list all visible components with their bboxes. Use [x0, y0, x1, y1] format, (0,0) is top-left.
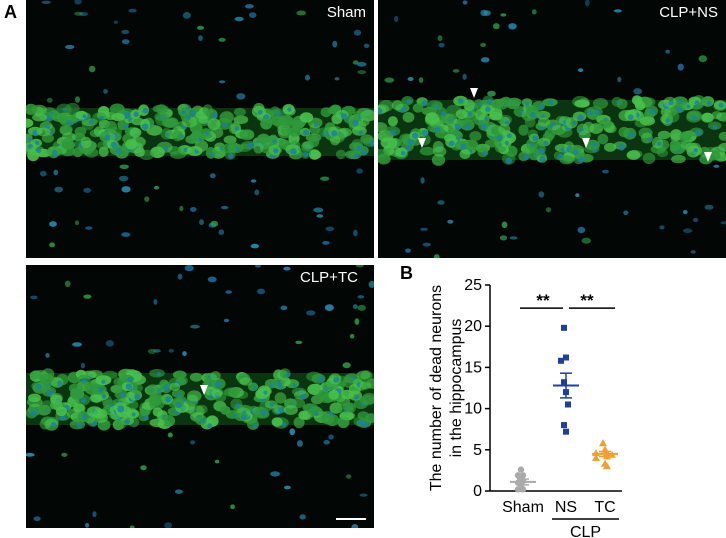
data-point-ns — [565, 401, 571, 408]
micrograph-label: CLP+TC — [300, 269, 358, 286]
y-axis-label: in the hippocampus — [448, 319, 465, 458]
micrograph-texture — [26, 0, 374, 258]
micrograph-label: Sham — [326, 4, 366, 21]
data-point-sham — [517, 466, 525, 473]
x-tick-label: Sham — [502, 499, 544, 516]
significance-label: ** — [536, 291, 550, 310]
panel-b-letter: B — [400, 263, 413, 283]
y-axis-label: The number of dead neurons — [428, 285, 445, 491]
data-point-sham — [519, 486, 527, 493]
data-point-ns — [561, 422, 567, 429]
group-label: CLP — [570, 524, 601, 538]
y-tick-label: 10 — [464, 401, 482, 418]
micrograph-texture — [26, 265, 374, 528]
data-point-sham — [514, 486, 522, 493]
arrowhead-marker — [418, 138, 426, 148]
data-point-tc — [592, 454, 600, 462]
data-point-ns — [561, 324, 567, 331]
y-tick-label: 0 — [473, 483, 482, 500]
data-point-ns — [558, 357, 564, 364]
micrograph-label: CLP+NS — [659, 4, 718, 21]
y-tick-label: 15 — [464, 359, 482, 376]
dead-neurons-chart: 0 5 10 15 20 25 The number of dead neurons in t… — [428, 277, 622, 538]
y-tick-label: 20 — [464, 318, 482, 335]
micrograph-clp-tc: CLP+TC — [26, 265, 374, 528]
micrograph-clp-ns: CLP+NS — [378, 0, 726, 258]
y-tick-label: 5 — [473, 442, 482, 459]
panel-a-letter: A — [4, 2, 17, 22]
data-point-ns — [563, 428, 569, 435]
data-point-ns — [561, 379, 567, 386]
data-point-tc — [599, 439, 607, 447]
significance-label: ** — [580, 291, 594, 310]
x-tick-label: NS — [555, 499, 577, 516]
arrowhead-marker — [200, 385, 208, 395]
x-tick-label: TC — [594, 499, 615, 516]
arrowhead-marker — [470, 88, 478, 98]
arrowhead-marker — [582, 138, 590, 148]
scale-bar — [336, 518, 366, 520]
arrowhead-marker — [704, 152, 712, 162]
data-point-tc — [603, 462, 611, 470]
micrograph-sham: Sham — [26, 0, 374, 258]
y-tick-label: 25 — [464, 277, 482, 294]
data-point-ns — [563, 354, 569, 361]
micrograph-texture — [378, 0, 726, 258]
